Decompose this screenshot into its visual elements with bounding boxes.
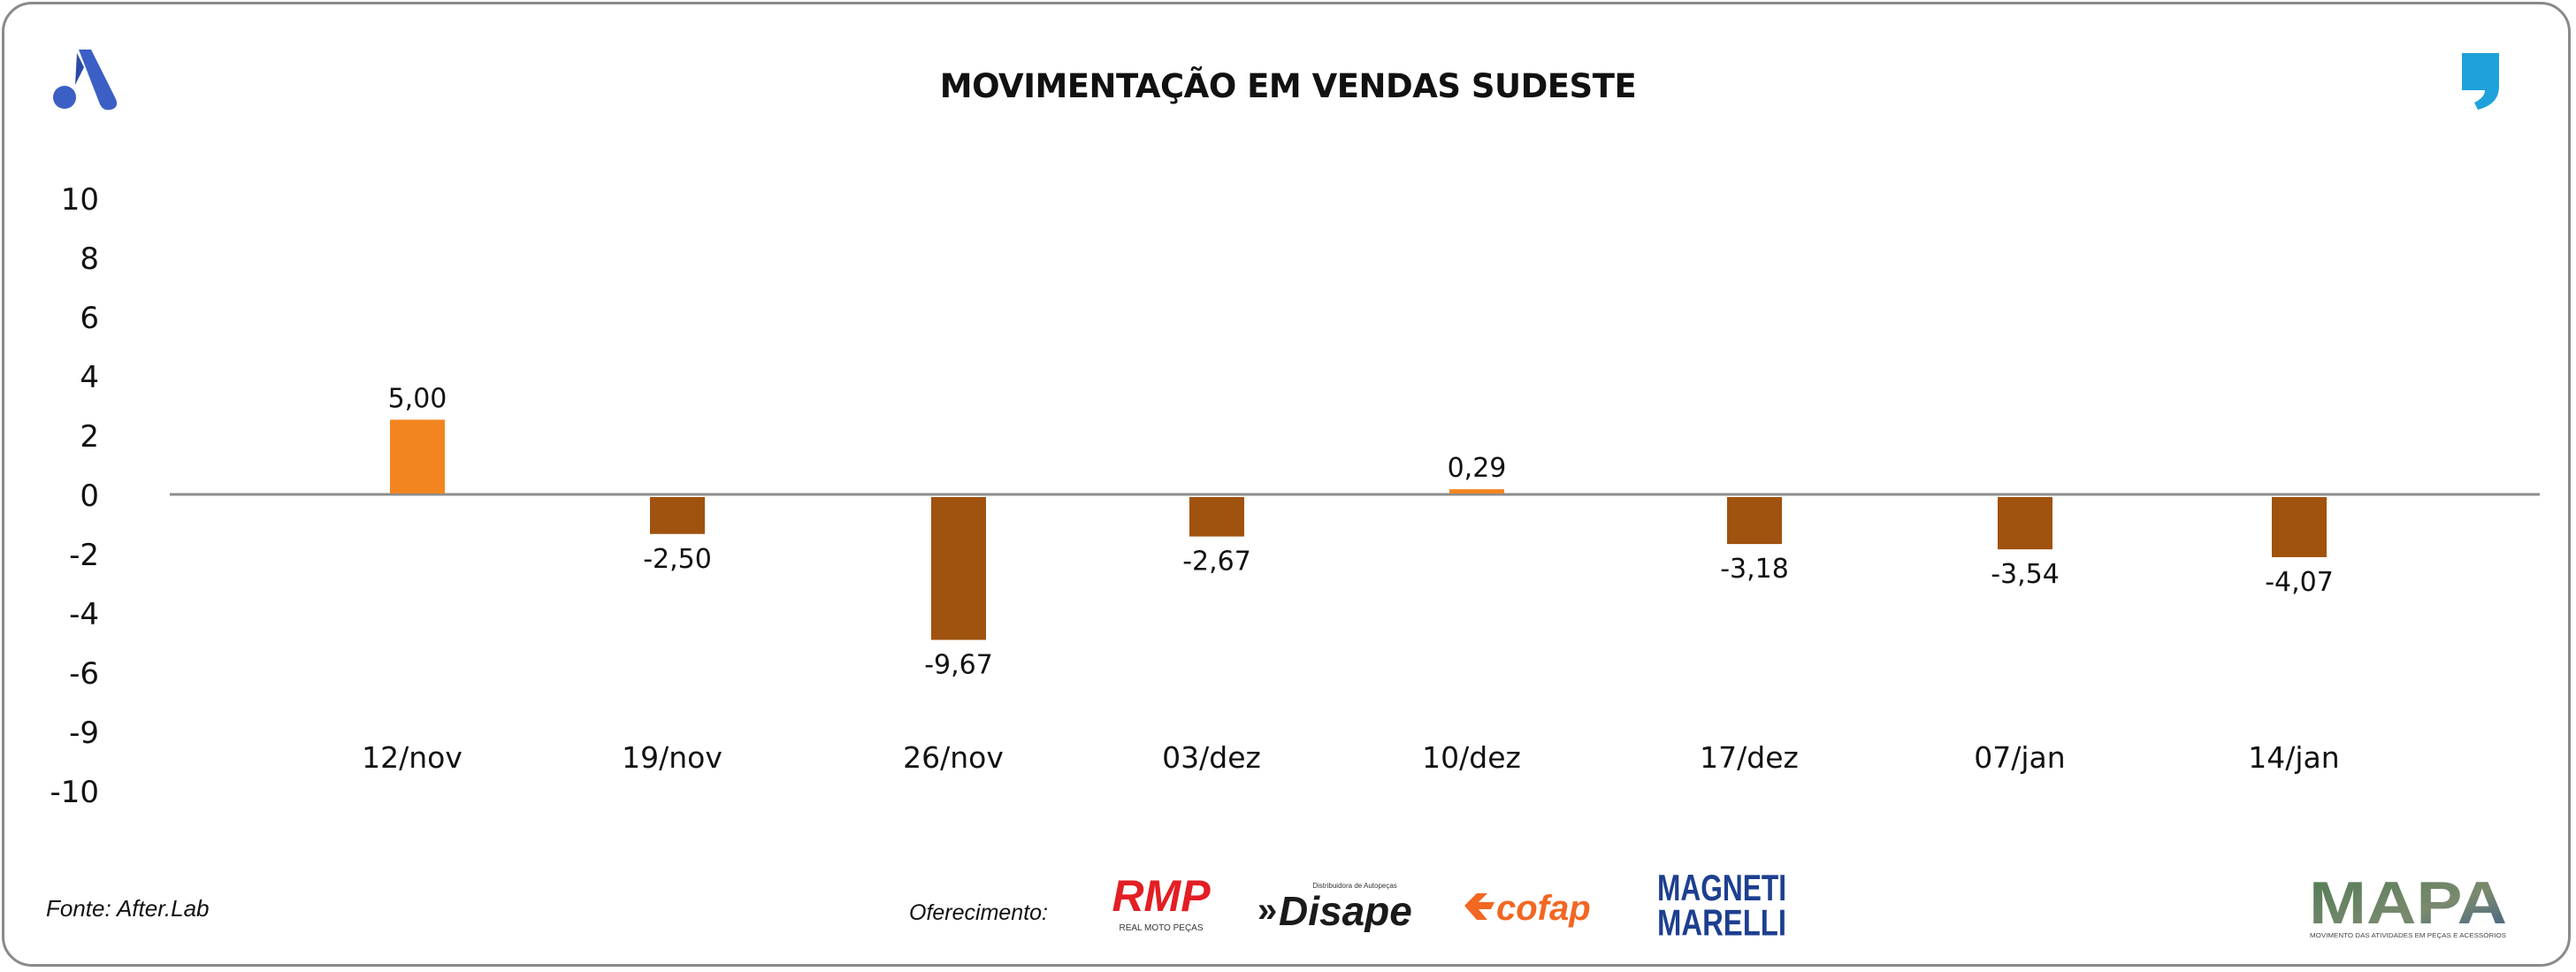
x-tick-label: 10/dez: [1422, 740, 1521, 775]
magneti-marelli-logo: MAGNETI MARELLI: [1657, 868, 1786, 939]
source-note: Fonte: After.Lab: [46, 895, 210, 922]
bar: [650, 497, 705, 534]
y-tick-label: -2: [69, 538, 99, 573]
y-tick-label: -6: [69, 656, 99, 692]
brand-a-logo-icon: [53, 50, 118, 111]
x-tick-label: 07/jan: [1974, 740, 2065, 775]
data-label: -3,54: [1991, 559, 2060, 590]
mapa-tagline: MOVIMENTO DAS ATIVIDADES EM PEÇAS E ACES…: [2310, 931, 2506, 939]
rmp-tagline: REAL MOTO PEÇAS: [1119, 923, 1203, 933]
data-label: 0,29: [1448, 453, 1507, 484]
y-tick-label: 2: [80, 419, 99, 455]
marelli-line2: MARELLI: [1657, 903, 1786, 939]
mapa-logo: MAPA MOVIMENTO DAS ATIVIDADES EM PEÇAS E…: [2309, 872, 2507, 939]
y-tick-label: -9: [69, 716, 99, 751]
rmp-logo: RMP REAL MOTO PEÇAS: [1095, 874, 1227, 933]
data-label: -2,50: [643, 544, 712, 575]
bar: [390, 419, 445, 494]
data-label: 5,00: [388, 384, 447, 415]
bar: [1449, 489, 1504, 494]
y-tick-label: 10: [61, 182, 99, 218]
y-tick-label: 4: [80, 360, 99, 395]
bar: [1727, 497, 1782, 545]
rmp-logo-text: RMP: [1112, 874, 1211, 921]
marelli-line1: MAGNETI: [1657, 868, 1786, 908]
y-tick-label: -10: [50, 775, 99, 810]
data-label: -3,18: [1720, 554, 1789, 585]
quote-mark-logo-icon: [2462, 53, 2499, 110]
data-label: -4,07: [2265, 567, 2334, 598]
bar: [1189, 497, 1244, 537]
data-label: -2,67: [1182, 547, 1251, 578]
sponsor-label: Oferecimento:: [909, 900, 1049, 925]
disape-logo: Distribuidora de Autopeças » Disape: [1257, 882, 1412, 932]
y-tick-label: 8: [80, 241, 99, 277]
x-tick-label: 26/nov: [903, 740, 1004, 775]
bar: [1998, 497, 2052, 550]
chart-title: MOVIMENTAÇÃO EM VENDAS SUDESTE: [939, 67, 1637, 105]
y-tick-label: 0: [80, 478, 99, 514]
y-tick-label: 6: [80, 301, 99, 336]
cofap-logo: cofap: [1464, 889, 1591, 928]
svg-text:»: »: [1257, 891, 1277, 930]
data-label: -9,67: [924, 649, 993, 680]
y-tick-label: -4: [69, 597, 99, 632]
x-tick-label: 14/jan: [2248, 740, 2339, 775]
x-tick-label: 12/nov: [362, 740, 462, 775]
bar: [931, 497, 986, 640]
x-tick-label: 19/nov: [622, 740, 722, 775]
cofap-logo-text: cofap: [1496, 889, 1591, 928]
disape-tagline: Distribuidora de Autopeças: [1312, 882, 1397, 890]
bar: [2272, 497, 2327, 557]
disape-logo-text: Disape: [1279, 888, 1412, 932]
mapa-logo-text: MAPA: [2309, 872, 2507, 937]
x-tick-label: 17/dez: [1700, 740, 1799, 775]
x-tick-label: 03/dez: [1162, 740, 1261, 775]
